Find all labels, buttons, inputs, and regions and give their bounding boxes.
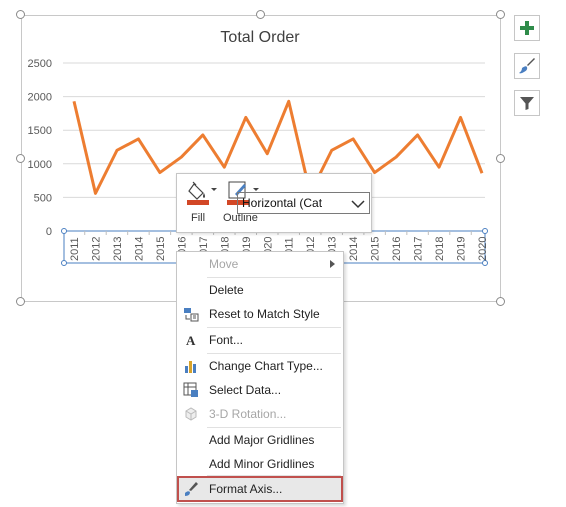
- y-axis-labels: 0 500 1000 1500 2000 2500: [28, 58, 52, 238]
- menu-item-reset-style[interactable]: Reset to Match Style: [177, 302, 343, 326]
- menu-separator: [207, 277, 341, 278]
- chart-title: Total Order: [220, 29, 300, 46]
- resize-handle[interactable]: [256, 10, 265, 19]
- x-tick-label: 2015: [370, 237, 382, 261]
- y-tick-label: 1500: [28, 125, 52, 137]
- y-tick-label: 500: [34, 192, 52, 204]
- font-icon: A: [186, 333, 196, 348]
- menu-item-add-minor-gridlines[interactable]: Add Minor Gridlines: [177, 452, 343, 476]
- x-tick-label: 2016: [391, 237, 403, 261]
- y-tick-label: 1000: [28, 159, 52, 171]
- menu-item-move[interactable]: Move: [177, 252, 343, 276]
- series-line-path[interactable]: [72, 99, 484, 195]
- menu-label: Select Data...: [209, 383, 282, 397]
- menu-label: Delete: [209, 283, 244, 297]
- chevron-down-icon: [351, 199, 365, 209]
- mini-toolbar: Fill Outline Horizontal (Cat: [176, 173, 372, 233]
- selector-value: Horizontal (Cat: [242, 196, 323, 210]
- menu-label: Reset to Match Style: [209, 307, 320, 321]
- resize-handle[interactable]: [496, 154, 505, 163]
- chart-styles-button[interactable]: [514, 53, 540, 79]
- resize-handle[interactable]: [16, 10, 25, 19]
- filter-icon: [520, 97, 534, 110]
- menu-separator: [207, 427, 341, 428]
- menu-label: Change Chart Type...: [209, 359, 323, 373]
- menu-item-change-chart-type[interactable]: Change Chart Type...: [177, 354, 343, 378]
- menu-label: Format Axis...: [209, 482, 283, 496]
- x-tick-label: 2020: [477, 237, 489, 261]
- x-tick-label: 2018: [434, 237, 446, 261]
- reset-style-icon: [184, 308, 199, 322]
- dropdown-arrow-icon: [253, 188, 259, 191]
- series-line[interactable]: [72, 99, 484, 195]
- menu-item-select-data[interactable]: Select Data...: [177, 378, 343, 402]
- context-menu: Move Delete Reset to Match Style A Font.…: [176, 251, 344, 504]
- menu-label: Move: [209, 257, 239, 271]
- menu-label: Font...: [209, 333, 244, 347]
- paint-bucket-icon: [187, 181, 209, 205]
- menu-item-add-major-gridlines[interactable]: Add Major Gridlines: [177, 428, 343, 452]
- cube-icon: [185, 407, 197, 421]
- paint-brush-icon: [185, 482, 198, 496]
- resize-handle[interactable]: [496, 297, 505, 306]
- x-tick-label: 2012: [90, 237, 102, 261]
- resize-handle[interactable]: [16, 297, 25, 306]
- outline-label: Outline: [223, 212, 258, 224]
- y-tick-label: 2500: [28, 58, 52, 70]
- bar-chart-icon: [185, 361, 196, 373]
- y-tick-label: 2000: [28, 92, 52, 104]
- fill-button[interactable]: Fill: [183, 178, 219, 230]
- submenu-arrow-icon: [330, 260, 335, 268]
- menu-label: Add Minor Gridlines: [209, 457, 315, 471]
- svg-text:A: A: [186, 333, 196, 348]
- menu-separator: [207, 475, 341, 476]
- chart-elements-button[interactable]: [514, 15, 540, 41]
- dropdown-arrow-icon: [211, 188, 217, 191]
- fill-label: Fill: [191, 212, 206, 224]
- menu-item-3d-rotation[interactable]: 3-D Rotation...: [177, 402, 343, 426]
- x-tick-label: 2013: [112, 237, 124, 261]
- x-tick-label: 2019: [456, 237, 468, 261]
- menu-item-delete[interactable]: Delete: [177, 278, 343, 302]
- menu-label: 3-D Rotation...: [209, 407, 287, 421]
- axis-handle[interactable]: [61, 228, 67, 234]
- menu-item-format-axis[interactable]: Format Axis...: [177, 476, 343, 502]
- y-tick-label: 0: [46, 226, 52, 238]
- chart-element-selector[interactable]: Horizontal (Cat: [237, 192, 370, 214]
- chart-filters-button[interactable]: [514, 90, 540, 116]
- axis-handle[interactable]: [482, 228, 488, 234]
- brush-icon: [519, 58, 535, 74]
- x-tick-label: 2017: [413, 237, 425, 261]
- menu-separator: [207, 353, 341, 354]
- resize-handle[interactable]: [496, 10, 505, 19]
- axis-handle[interactable]: [61, 260, 67, 266]
- x-tick-label: 2015: [155, 237, 167, 261]
- menu-separator: [207, 327, 341, 328]
- x-tick-label: 2014: [348, 237, 360, 261]
- menu-item-font[interactable]: A Font...: [177, 328, 343, 352]
- plus-icon: [520, 21, 534, 35]
- axis-handle[interactable]: [482, 260, 488, 266]
- select-data-icon: [183, 382, 198, 397]
- menu-label: Add Major Gridlines: [209, 433, 315, 447]
- resize-handle[interactable]: [16, 154, 25, 163]
- x-tick-label: 2011: [69, 237, 81, 261]
- x-tick-label: 2014: [133, 237, 145, 261]
